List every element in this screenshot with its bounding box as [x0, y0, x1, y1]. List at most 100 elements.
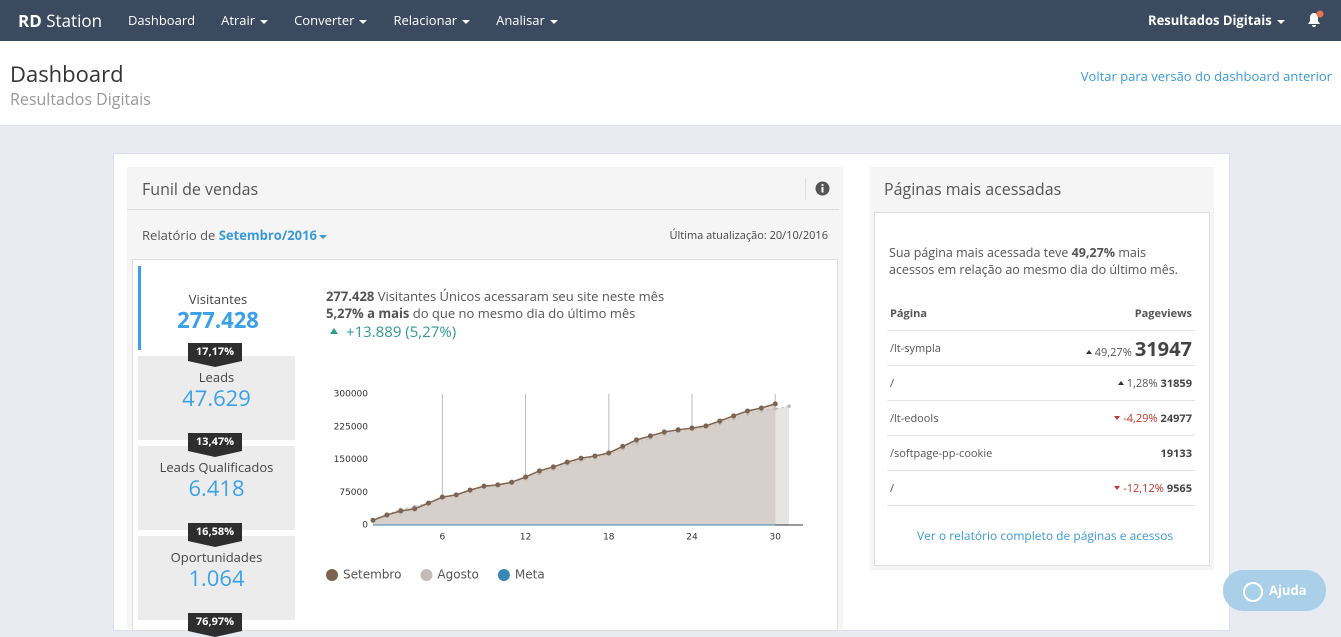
pageviews: 31859: [1160, 375, 1192, 391]
y-tick-label: 75000: [339, 488, 368, 498]
period-select[interactable]: Setembro/2016: [218, 226, 317, 244]
page-title: Dashboard: [10, 59, 124, 89]
x-tick-label: 6: [439, 533, 445, 543]
up-icon: [1117, 380, 1124, 385]
pageviews-cell: 49,27% 31947: [1038, 330, 1195, 366]
stage-value: 6.418: [188, 473, 245, 503]
intro: Sua página mais acessada teve: [889, 244, 1069, 261]
report-prefix: Relatório de: [142, 226, 216, 244]
point: [509, 479, 515, 485]
up-icon: [330, 328, 338, 334]
point: [717, 418, 723, 424]
last-update: Última atualização: 20/10/2016: [669, 228, 829, 243]
summary-bold: 277.428: [326, 287, 375, 305]
report-period: Relatório de Setembro/2016: [142, 226, 327, 244]
pageviews: 24977: [1160, 410, 1192, 426]
divider: [805, 178, 806, 200]
point: [745, 408, 751, 414]
area: [373, 403, 776, 525]
page-path: /: [887, 470, 1039, 506]
brand[interactable]: RD Station: [18, 9, 102, 32]
point: [439, 494, 445, 500]
stage-value: 47.629: [182, 383, 251, 413]
point: [703, 423, 709, 429]
nav-label: Converter: [294, 11, 355, 29]
point: [550, 464, 556, 470]
nav-item[interactable]: Analisar: [496, 11, 558, 29]
stage-label: Leads: [198, 368, 235, 386]
change: -4,29%: [1123, 410, 1158, 426]
pageviews: 9565: [1166, 480, 1192, 496]
nav-item[interactable]: Dashboard: [128, 11, 195, 29]
up-icon: [1085, 349, 1092, 354]
summary-bold: 5,27% a mais: [326, 304, 410, 322]
back-link[interactable]: Voltar para versão do dashboard anterior: [1080, 67, 1332, 85]
table-row: / -12,12% 9565: [887, 470, 1195, 506]
help-label: Ajuda: [1269, 581, 1307, 599]
point: [398, 508, 404, 514]
legend-label: Setembro: [343, 568, 401, 582]
change: 49,27%: [1094, 344, 1132, 360]
summary: 277.428 Visitantes Únicos acessaram seu …: [326, 288, 664, 341]
pageviews: 19133: [1160, 445, 1192, 461]
point: [773, 407, 778, 411]
stage[interactable]: Oportunidades 1.064: [138, 536, 295, 620]
nav-label: Atrair: [221, 11, 256, 29]
point: [606, 450, 612, 456]
point: [592, 453, 598, 459]
legend-label: Agosto: [437, 568, 478, 582]
help-button[interactable]: Ajuda: [1223, 570, 1326, 611]
table-row: /lt-edools -4,29% 24977: [887, 400, 1195, 436]
stage-label: Oportunidades: [170, 548, 263, 566]
stage-value: 277.428: [177, 305, 259, 335]
stage[interactable]: Leads 47.629: [138, 356, 295, 440]
brand-bold: RD: [18, 9, 42, 32]
point: [661, 429, 667, 435]
summary-text: do que no mesmo dia do último mês: [412, 304, 636, 322]
point: [578, 455, 584, 461]
point: [787, 404, 791, 409]
conversion-rate: 76,97%: [188, 613, 242, 637]
summary-text: Visitantes Únicos acessaram seu site nes…: [377, 287, 665, 305]
bell-icon[interactable]: [1305, 9, 1325, 29]
stage-label: Visitantes: [188, 290, 248, 308]
pages-report-link[interactable]: Ver o relatório completo de páginas e ac…: [917, 527, 1174, 544]
point: [634, 437, 640, 443]
page-path: /lt-edools: [887, 400, 1039, 436]
conversion-rate: 13,47%: [188, 433, 242, 457]
pageviews-cell: -12,12% 9565: [1038, 470, 1195, 506]
point: [620, 443, 626, 449]
nav-item[interactable]: Converter: [294, 11, 368, 29]
y-tick-label: 300000: [334, 390, 369, 400]
point: [412, 506, 418, 512]
conversion-rate: 16,58%: [188, 523, 242, 547]
point: [564, 459, 570, 465]
stage[interactable]: Leads Qualificados 6.418: [138, 446, 295, 530]
x-tick-label: 24: [686, 533, 698, 543]
pages-intro: Sua página mais acessada teve 49,27% mai…: [889, 244, 1189, 278]
info-icon[interactable]: [815, 181, 830, 196]
x-tick-label: 12: [520, 533, 531, 543]
down-icon: [1114, 485, 1121, 490]
point: [758, 405, 764, 411]
nav-item[interactable]: Relacionar: [393, 11, 471, 29]
conversion-rate: 17,17%: [188, 343, 242, 367]
summary-delta: +13.889 (5,27%): [346, 322, 457, 342]
legend-label: Meta: [515, 568, 545, 582]
point: [370, 517, 376, 523]
y-tick-label: 225000: [334, 422, 369, 432]
point: [675, 427, 681, 433]
point: [523, 474, 529, 480]
legend-swatch: [497, 569, 510, 581]
pages-table: Página Pageviews/lt-sympla 49,27% 31947/1,2…: [887, 296, 1195, 506]
nav-label: Dashboard: [128, 11, 196, 29]
stage[interactable]: Visitantes 277.428: [138, 266, 295, 350]
y-tick-label: 150000: [334, 455, 369, 465]
account-menu[interactable]: Resultados Digitais: [1148, 11, 1285, 29]
nav-item[interactable]: Atrair: [221, 11, 269, 29]
x-tick-label: 18: [603, 533, 615, 543]
point: [731, 413, 737, 419]
legend-swatch: [420, 569, 433, 581]
point: [453, 492, 459, 498]
